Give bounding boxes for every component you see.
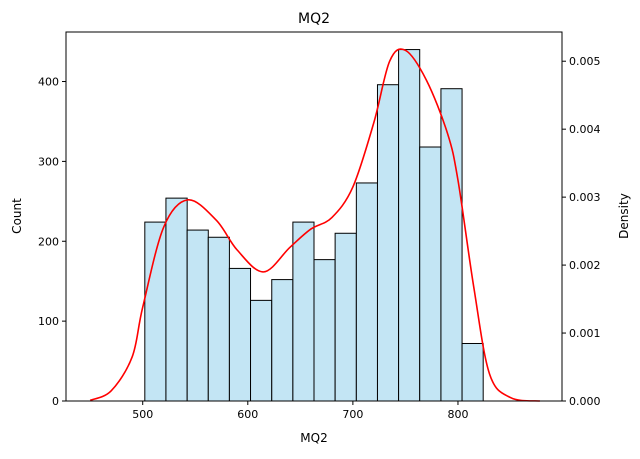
x-axis-label: MQ2 [300,431,327,445]
x-tick-label: 800 [447,408,468,421]
y2-tick-label: 0.002 [569,259,601,272]
histogram-bar [398,49,421,402]
y2-tick-label: 0.001 [569,327,601,340]
y2-tick-label: 0.004 [569,123,601,136]
y2-tick-label: 0.000 [569,395,601,408]
y2-tick-label: 0.003 [569,191,601,204]
plot-frame [65,31,563,402]
histogram-bar [250,299,273,402]
y-tick-label: 0 [52,395,59,408]
chart-title: MQ2 [298,11,330,27]
y-tick-label: 100 [38,315,59,328]
histogram-bar [292,221,315,402]
kde-line [89,48,541,402]
histogram-bar [334,232,357,402]
histogram-bar [186,229,209,402]
histogram-bar [313,259,336,402]
y-tick-label: 400 [38,76,59,89]
y-axis-label: Count [10,198,24,234]
histogram-bar [144,221,167,402]
x-tick-label: 500 [132,408,153,421]
y2-axis-label: Density [617,193,631,239]
histogram-bar [440,88,463,402]
histogram-bar [228,267,252,402]
x-tick-label: 700 [342,408,363,421]
histogram-bar [165,197,188,402]
histogram-bar [419,146,442,402]
x-tick-label: 600 [237,408,258,421]
histogram-bar [207,236,230,402]
histogram-bar [461,342,484,402]
histogram-bar [376,84,400,402]
histogram-bar [271,279,294,402]
histogram-bar [355,182,378,402]
y-tick-label: 200 [38,235,59,248]
y2-tick-label: 0.005 [569,55,601,68]
y-tick-label: 300 [38,155,59,168]
